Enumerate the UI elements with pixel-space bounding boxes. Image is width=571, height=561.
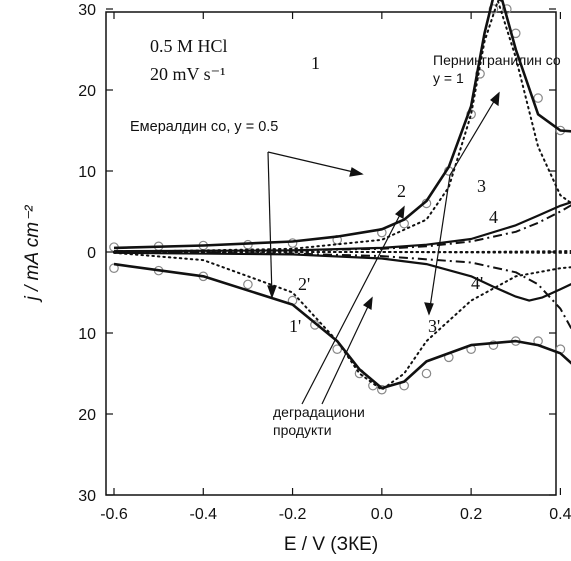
peak-label-1-prime: 1' <box>289 316 301 336</box>
peak-label-4: 4 <box>489 207 498 227</box>
y-tick-label: 10 <box>78 164 96 181</box>
y-tick-label: 20 <box>78 407 96 424</box>
arrow-degradation-down <box>321 297 373 405</box>
peak-label-3-prime: 3' <box>428 316 440 336</box>
series-line-1 <box>113 0 571 253</box>
axis-ticks: -0.6-0.4-0.20.00.20.40.60.81.03020100102… <box>78 2 571 523</box>
x-tick-label: 0.0 <box>371 506 393 523</box>
series-line-4-prime <box>113 251 571 254</box>
annotation-degradation-line1: деградациони <box>273 404 365 420</box>
arrow-pernigraniline-down-head <box>424 302 434 316</box>
series-line-2 <box>113 201 571 253</box>
series-line-4 <box>113 250 571 253</box>
x-tick-label: -0.6 <box>100 506 128 523</box>
arrow-emeraldine-down-head <box>267 285 277 299</box>
condition-scan-rate: 20 mV s⁻¹ <box>150 64 226 84</box>
x-tick-label: 0.4 <box>549 506 571 523</box>
x-tick-label: 0.2 <box>460 506 482 523</box>
y-tick-label: 30 <box>78 2 96 19</box>
data-point <box>332 344 342 354</box>
arrow-pernigraniline-up <box>449 92 500 176</box>
arrow-emeraldine-up-head <box>349 167 364 177</box>
y-tick-label: 0 <box>87 245 96 262</box>
x-axis-title: E / V (ЗКЕ) <box>284 534 378 555</box>
y-tick-label: 30 <box>78 488 96 505</box>
data-point <box>287 238 298 248</box>
data-point <box>533 93 543 103</box>
peak-label-2-prime: 2' <box>298 274 310 294</box>
annotation-pernigraniline-line1: Пернингранилин со <box>433 52 561 68</box>
arrow-degradation-up-head <box>394 205 405 219</box>
peak-label-4-prime: 4' <box>471 273 483 293</box>
arrow-pernigraniline-up-head <box>490 91 500 107</box>
series-line-2-prime <box>113 251 571 302</box>
series-line-3-prime <box>113 251 571 331</box>
x-tick-label: -0.2 <box>279 506 307 523</box>
series-line-fit <box>113 0 571 250</box>
data-point <box>421 368 432 379</box>
series-line-1-prime <box>113 251 571 391</box>
y-tick-label: 10 <box>78 326 96 343</box>
data-point <box>109 263 119 273</box>
peak-label-2: 2 <box>397 181 406 201</box>
y-tick-label: 20 <box>78 83 96 100</box>
annotation-emeraldine: Емералдин со, y = 0.5 <box>130 119 278 135</box>
series-line-fit-cathodic <box>113 262 571 390</box>
series-group <box>109 0 571 395</box>
y-axis-title: j / mA cm⁻² <box>22 205 43 303</box>
arrow-emeraldine-up <box>267 151 363 175</box>
data-point <box>377 384 387 395</box>
annotation-degradation-line2: продукти <box>273 422 332 438</box>
condition-electrolyte: 0.5 M HCl <box>150 36 228 56</box>
arrow-pernigraniline-down <box>428 174 451 315</box>
annotation-arrows <box>267 91 500 405</box>
peak-label-1: 1 <box>311 53 320 73</box>
arrow-degradation-up <box>301 206 405 405</box>
annotation-pernigraniline-line2: y = 1 <box>433 70 464 86</box>
data-point <box>488 340 499 350</box>
data-point <box>243 279 253 290</box>
x-tick-label: -0.4 <box>189 506 217 523</box>
arrow-emeraldine-down <box>267 151 273 298</box>
arrow-degradation-down-head <box>362 296 373 310</box>
peak-label-3: 3 <box>477 176 486 196</box>
